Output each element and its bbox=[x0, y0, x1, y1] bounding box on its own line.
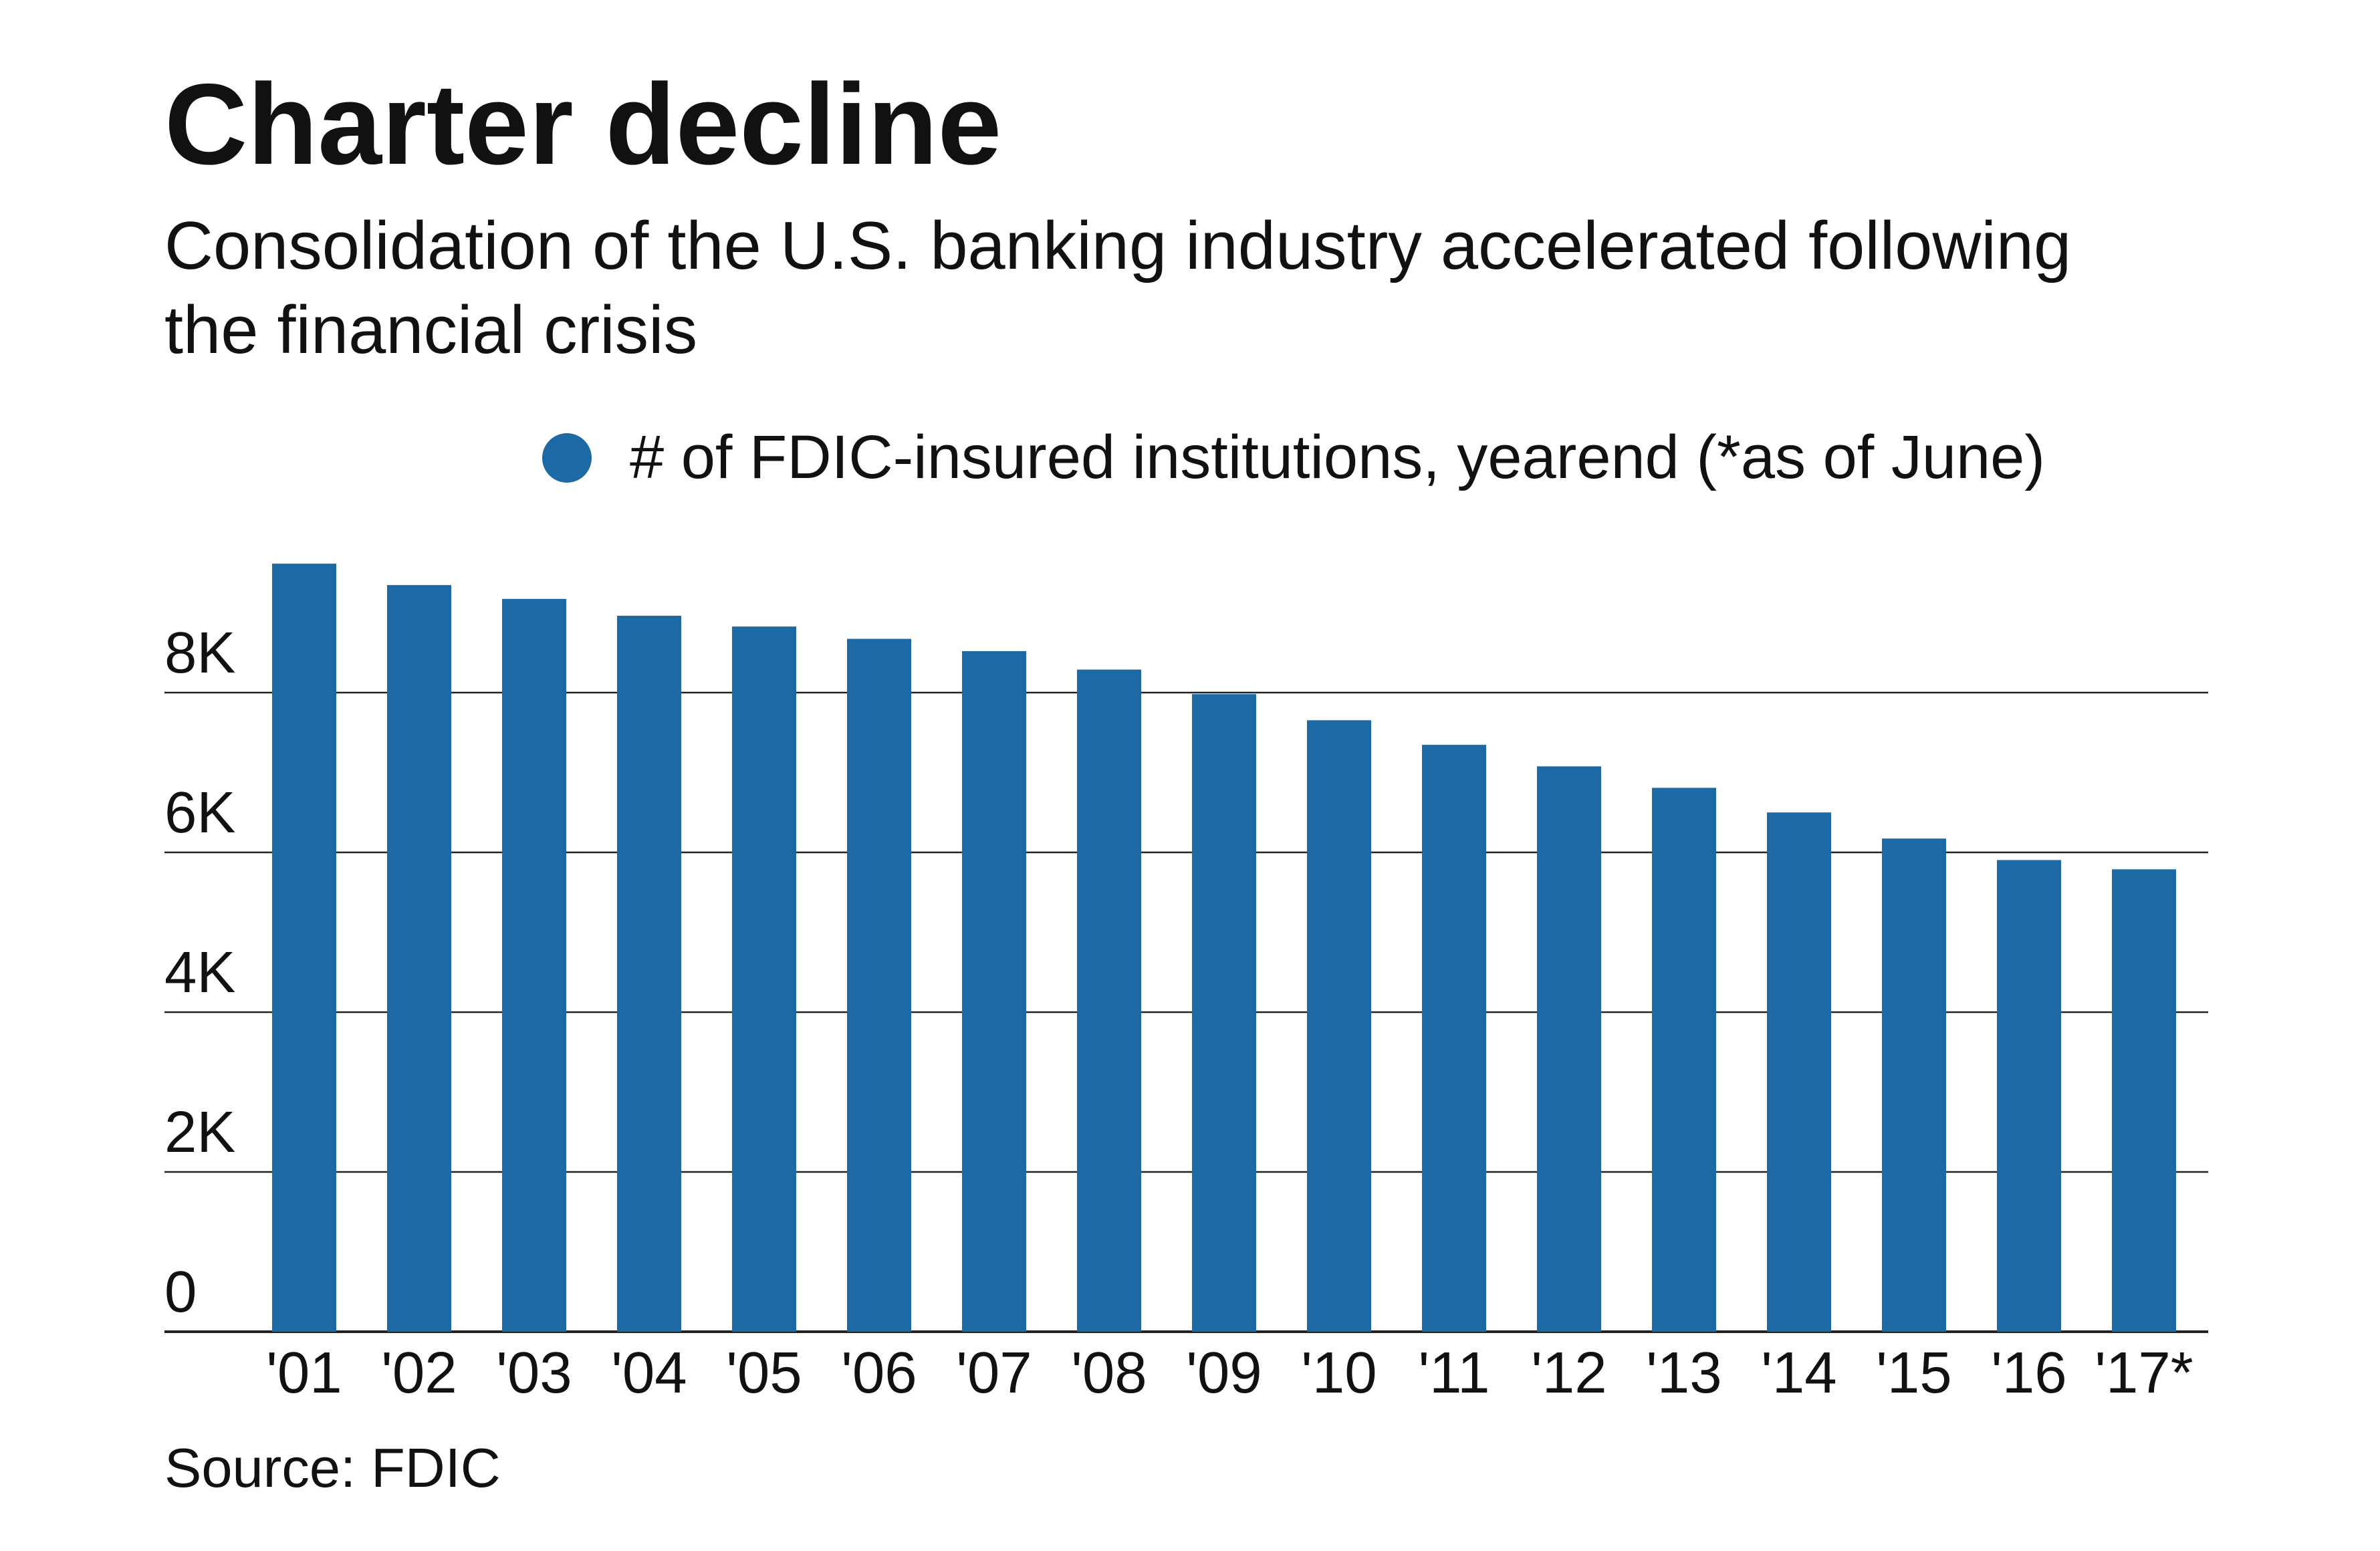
bar bbox=[962, 650, 1026, 1332]
y-tick-label: 4K bbox=[164, 940, 235, 1005]
bar bbox=[847, 638, 911, 1332]
x-tick-label: '04 bbox=[611, 1340, 687, 1405]
x-tick-label: '02 bbox=[381, 1340, 457, 1405]
chart-title: Charter decline bbox=[164, 60, 1002, 189]
chart-subtitle: Consolidation of the U.S. banking indust… bbox=[164, 209, 2072, 368]
bar bbox=[502, 598, 566, 1332]
x-tick-label: '06 bbox=[841, 1340, 917, 1405]
y-tick-label: 6K bbox=[164, 780, 235, 845]
x-tick-label: '12 bbox=[1531, 1340, 1606, 1405]
source-note: Source: FDIC bbox=[164, 1437, 501, 1499]
bar bbox=[2112, 869, 2176, 1332]
x-tick-label: '05 bbox=[726, 1340, 802, 1405]
bar bbox=[732, 626, 796, 1332]
bar bbox=[1537, 766, 1601, 1332]
x-tick-label: '08 bbox=[1071, 1340, 1147, 1405]
x-tick-label: '14 bbox=[1761, 1340, 1836, 1405]
legend-label: # of FDIC-insured institutions, yearend … bbox=[630, 423, 2045, 491]
bar bbox=[1192, 694, 1256, 1332]
y-tick-label: 0 bbox=[164, 1260, 197, 1324]
x-tick-label: '10 bbox=[1301, 1340, 1377, 1405]
x-tick-label: '07 bbox=[956, 1340, 1032, 1405]
bar bbox=[387, 585, 451, 1332]
x-tick-label: '16 bbox=[1991, 1340, 2066, 1405]
x-tick-label: '17* bbox=[2095, 1340, 2193, 1405]
bar bbox=[1997, 860, 2061, 1332]
bar bbox=[1882, 838, 1946, 1332]
bar bbox=[1652, 788, 1716, 1332]
x-tick-label: '15 bbox=[1876, 1340, 1951, 1405]
x-tick-label: '09 bbox=[1186, 1340, 1262, 1405]
legend-swatch bbox=[542, 433, 592, 483]
x-tick-label: '03 bbox=[496, 1340, 572, 1405]
x-tick-label: '01 bbox=[266, 1340, 342, 1405]
bar bbox=[1307, 720, 1371, 1332]
bar bbox=[1077, 669, 1141, 1332]
bar bbox=[617, 616, 681, 1332]
bar bbox=[272, 564, 336, 1332]
x-tick-label: '13 bbox=[1646, 1340, 1721, 1405]
y-tick-label: 2K bbox=[164, 1100, 235, 1165]
bar bbox=[1767, 812, 1831, 1332]
y-tick-label: 8K bbox=[164, 620, 235, 685]
bar bbox=[1422, 745, 1486, 1332]
x-tick-label: '11 bbox=[1419, 1340, 1490, 1405]
